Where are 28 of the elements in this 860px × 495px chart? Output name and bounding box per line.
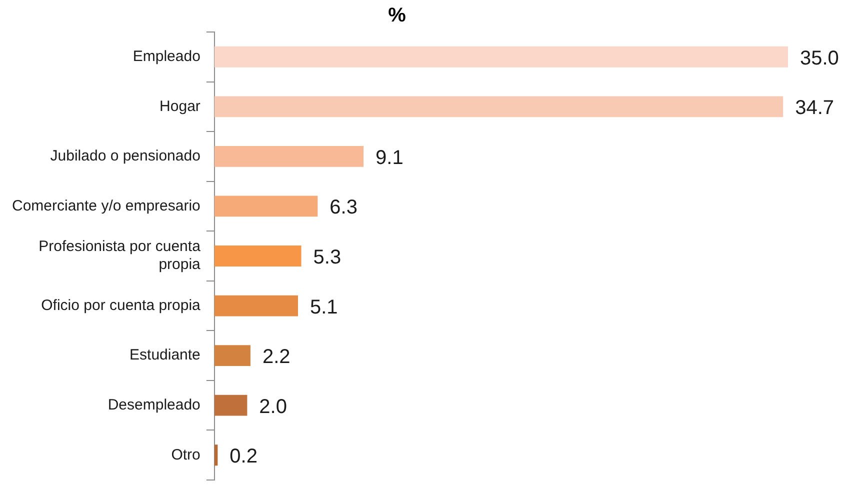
y-tick-label: Oficio por cuenta propia (41, 296, 202, 314)
bar (214, 146, 364, 167)
data-label: 5.1 (310, 296, 338, 318)
data-label: 35.0 (800, 47, 839, 70)
bar (214, 196, 318, 217)
bar (214, 394, 248, 416)
y-tick-label: Empleado (132, 48, 200, 66)
data-label: 34.7 (795, 97, 834, 120)
data-label: 2.0 (259, 396, 287, 418)
bar (214, 295, 298, 316)
y-tick-label: Desempleado (108, 396, 200, 414)
y-tick-label: Hogar (160, 98, 200, 115)
y-tick-label: Otro (171, 446, 200, 464)
data-label: 9.1 (376, 146, 404, 169)
data-label: 0.2 (230, 446, 258, 468)
bar (214, 46, 788, 68)
y-tick-label: Jubilado o pensionado (50, 148, 200, 165)
bar (214, 345, 250, 366)
bar (214, 246, 302, 266)
data-label: 5.3 (313, 246, 342, 269)
y-tick-label: Comerciante y/o empresario (12, 197, 200, 214)
bar (214, 444, 218, 466)
bar (214, 96, 784, 118)
y-tick-label: Estudiante (130, 346, 200, 364)
y-tick-label: Profesionista por cuenta propia (38, 238, 202, 274)
data-label: 6.3 (330, 196, 358, 219)
chart-title: % (388, 4, 406, 27)
data-label: 2.2 (262, 346, 290, 368)
